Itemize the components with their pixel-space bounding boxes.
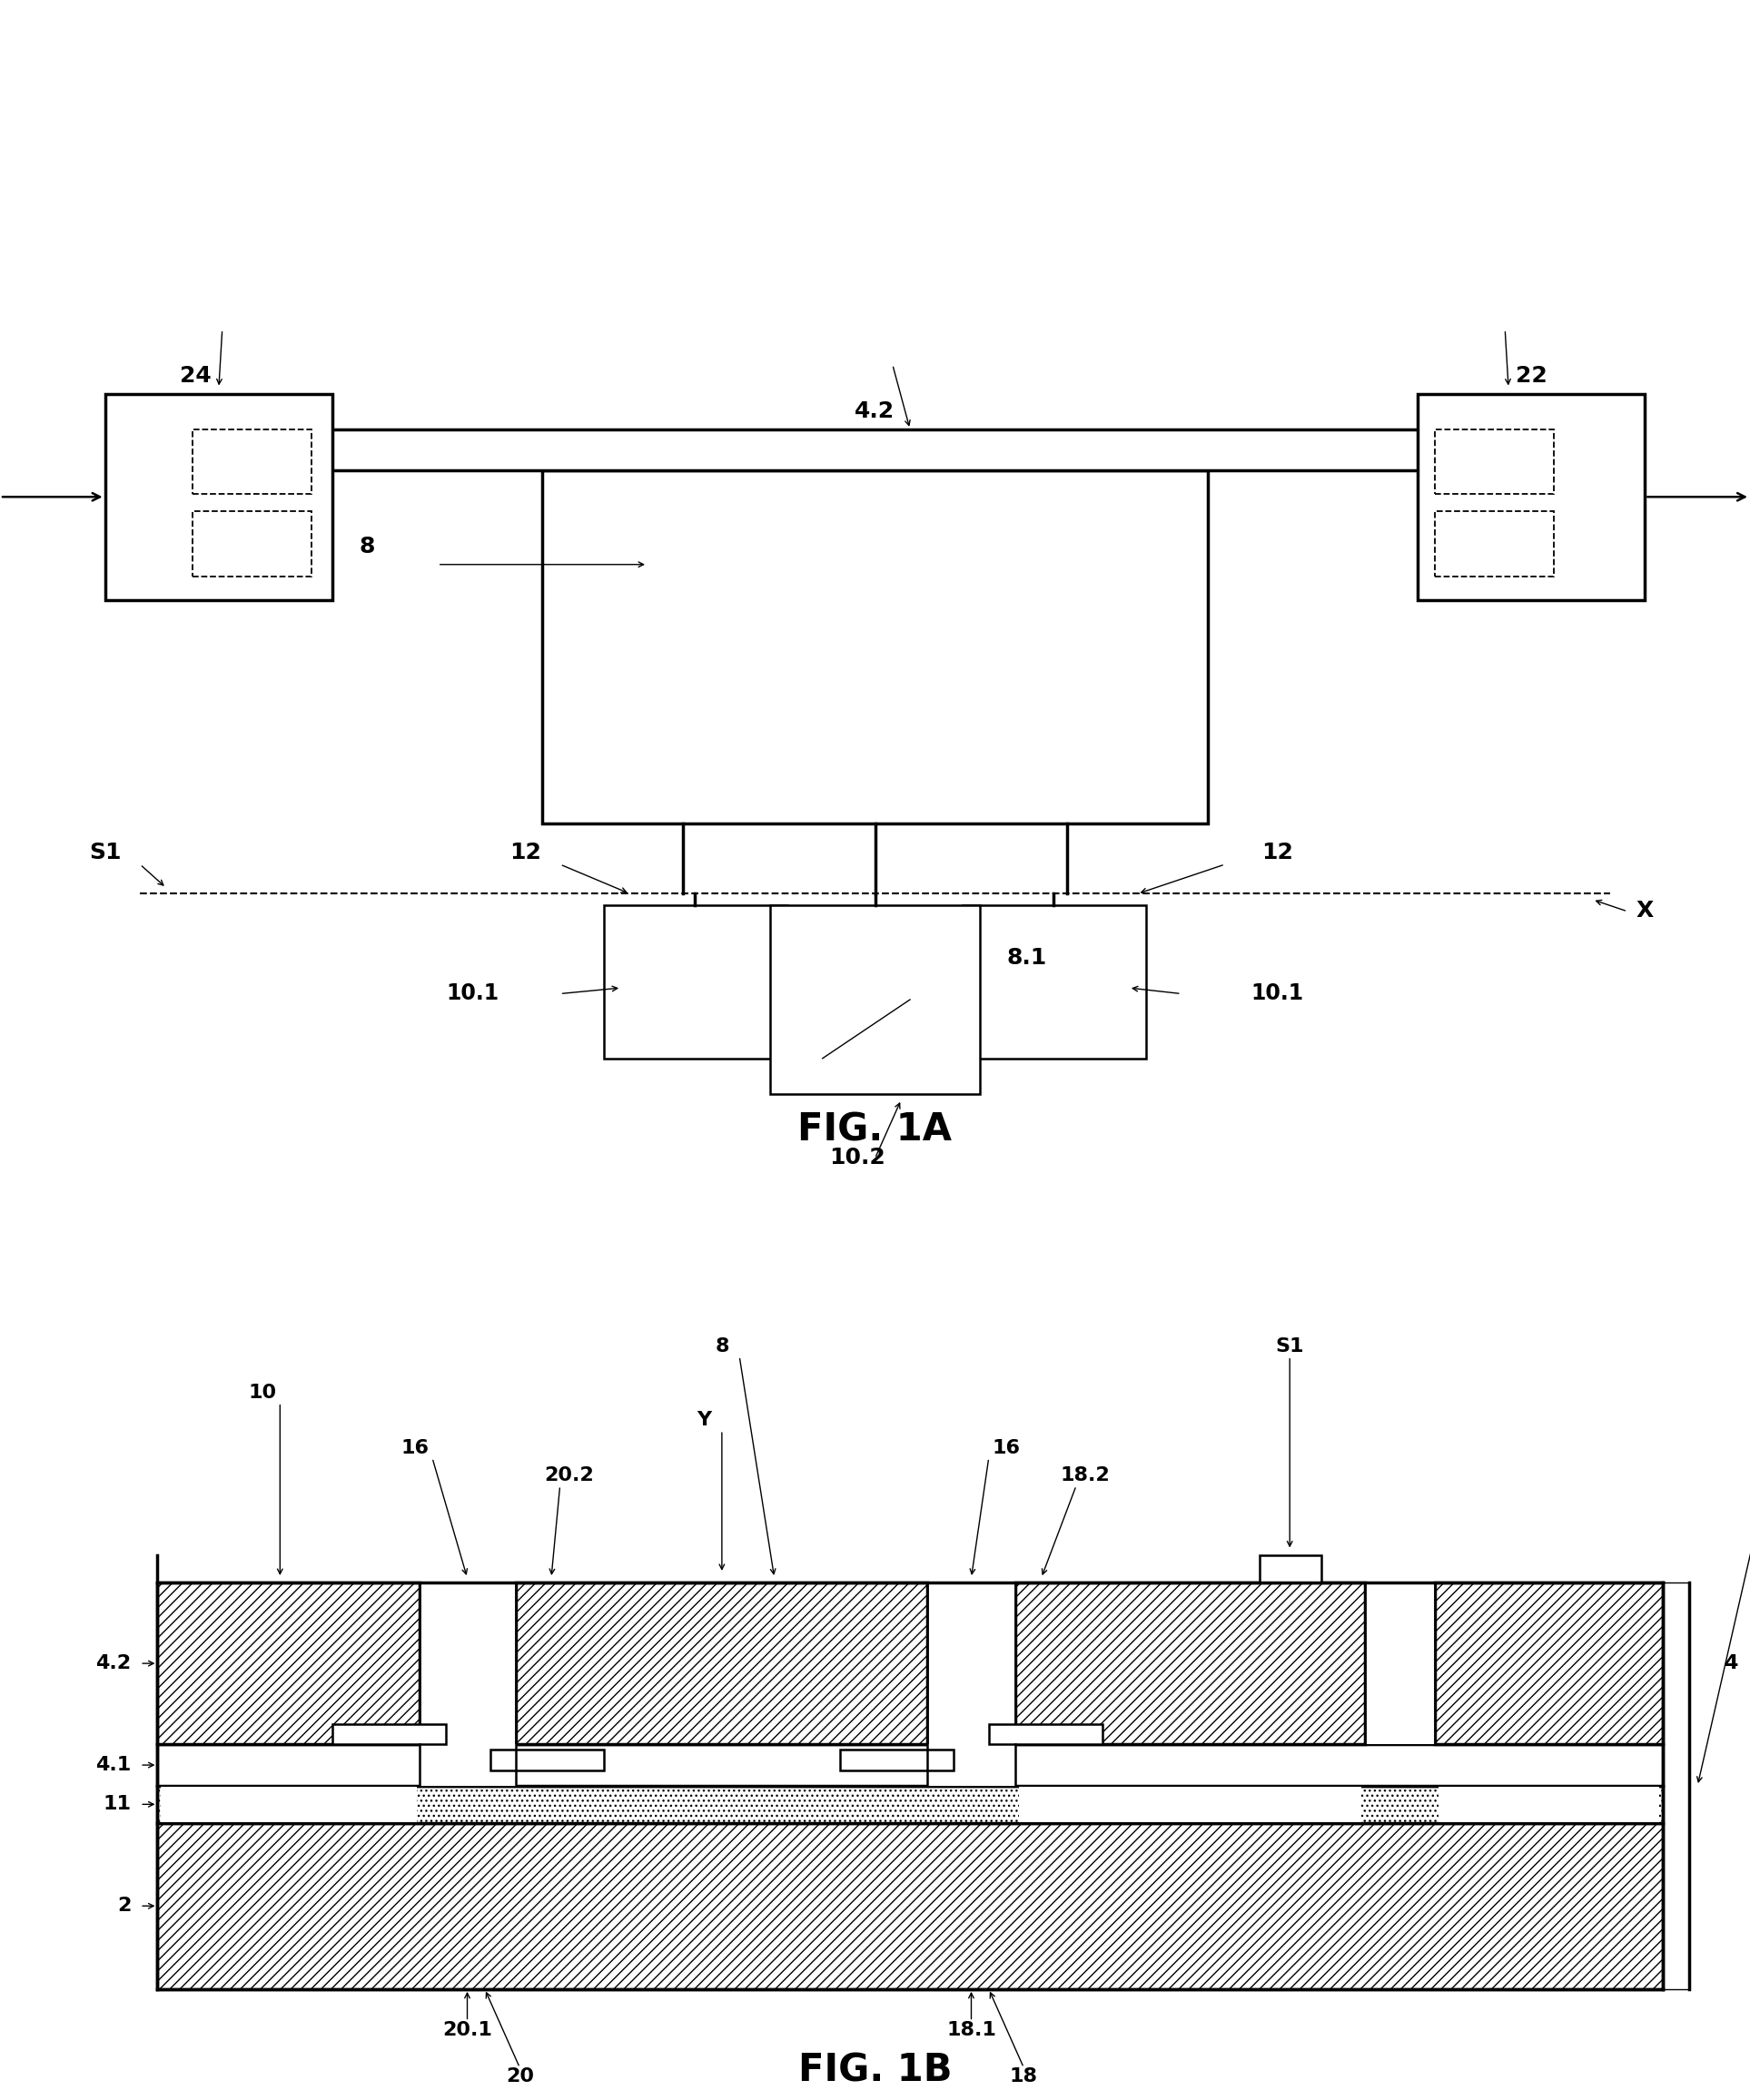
- Bar: [1435, 428, 1554, 493]
- Bar: [963, 905, 1146, 1058]
- Bar: [105, 395, 332, 601]
- Text: 4.2: 4.2: [856, 401, 894, 422]
- Bar: [1438, 1787, 1659, 1823]
- Text: 12: 12: [1262, 842, 1293, 863]
- Bar: [192, 428, 311, 493]
- Text: Y: Y: [696, 1411, 712, 1430]
- Bar: [928, 1745, 1015, 1785]
- Text: FIG. 1A: FIG. 1A: [798, 1111, 952, 1149]
- Text: 22: 22: [1516, 365, 1547, 386]
- Text: 10.1: 10.1: [446, 983, 499, 1004]
- Bar: [928, 1583, 1015, 1745]
- Text: 10.1: 10.1: [1251, 983, 1304, 1004]
- Bar: [158, 1823, 1662, 1989]
- Bar: [332, 1724, 446, 1745]
- Bar: [770, 905, 980, 1094]
- Bar: [161, 1787, 416, 1823]
- Bar: [490, 1749, 604, 1770]
- Text: 8.1: 8.1: [1006, 947, 1046, 968]
- Bar: [420, 1583, 516, 1745]
- Bar: [516, 1583, 927, 1745]
- Bar: [1260, 1554, 1321, 1583]
- Bar: [420, 1745, 516, 1785]
- Text: 18.2: 18.2: [1060, 1466, 1110, 1485]
- Text: 12: 12: [509, 842, 541, 863]
- Text: 4.2: 4.2: [96, 1655, 131, 1672]
- Text: 4.1: 4.1: [96, 1756, 131, 1774]
- Text: 20: 20: [506, 2066, 534, 2085]
- Bar: [1015, 1583, 1365, 1745]
- Text: 20.2: 20.2: [544, 1466, 593, 1485]
- Bar: [192, 512, 311, 575]
- Text: FIG. 1B: FIG. 1B: [798, 2052, 952, 2090]
- Bar: [306, 428, 1444, 470]
- Text: 4: 4: [1724, 1655, 1738, 1672]
- Bar: [840, 1749, 954, 1770]
- Bar: [1418, 395, 1645, 601]
- Bar: [989, 1724, 1102, 1745]
- Bar: [1365, 1583, 1435, 1745]
- Bar: [1018, 1787, 1362, 1823]
- Text: 16: 16: [992, 1439, 1020, 1457]
- Text: S1: S1: [1276, 1338, 1304, 1354]
- Text: 8: 8: [714, 1338, 730, 1354]
- Text: 16: 16: [401, 1439, 429, 1457]
- Bar: [158, 1745, 1662, 1785]
- Bar: [158, 1583, 420, 1745]
- Text: S1: S1: [89, 842, 121, 863]
- Text: 2: 2: [117, 1896, 131, 1915]
- Bar: [158, 1785, 1662, 1823]
- Bar: [604, 905, 788, 1058]
- Text: 10.2: 10.2: [829, 1147, 886, 1170]
- Text: 10: 10: [248, 1384, 276, 1401]
- Bar: [542, 470, 1207, 823]
- Text: 24: 24: [180, 365, 212, 386]
- Bar: [1435, 1583, 1662, 1745]
- Text: 8: 8: [359, 536, 376, 556]
- Text: 20.1: 20.1: [443, 2020, 492, 2039]
- Text: 18: 18: [1010, 2066, 1038, 2085]
- Text: X: X: [1636, 901, 1654, 922]
- Text: 11: 11: [103, 1796, 131, 1814]
- Bar: [1435, 512, 1554, 575]
- Text: 18.1: 18.1: [947, 2020, 996, 2039]
